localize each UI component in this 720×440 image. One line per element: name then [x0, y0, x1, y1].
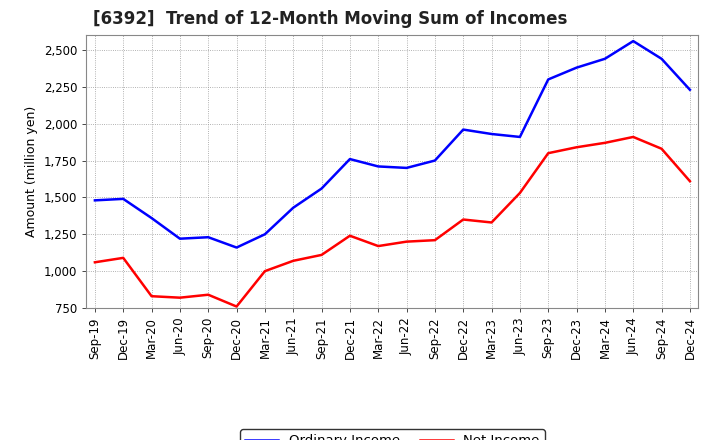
Ordinary Income — [374, 164, 382, 169]
Net Income — [572, 145, 581, 150]
Ordinary Income — [261, 231, 269, 237]
Ordinary Income — [685, 87, 694, 92]
Net Income — [204, 292, 212, 297]
Net Income — [402, 239, 411, 244]
Ordinary Income — [119, 196, 127, 202]
Net Income — [119, 255, 127, 260]
Net Income — [685, 179, 694, 184]
Net Income — [289, 258, 297, 264]
Net Income — [431, 238, 439, 243]
Net Income — [91, 260, 99, 265]
Y-axis label: Amount (million yen): Amount (million yen) — [25, 106, 38, 237]
Ordinary Income — [516, 134, 524, 139]
Ordinary Income — [346, 157, 354, 162]
Net Income — [657, 146, 666, 151]
Ordinary Income — [657, 56, 666, 62]
Net Income — [176, 295, 184, 301]
Ordinary Income — [318, 186, 326, 191]
Net Income — [600, 140, 609, 146]
Ordinary Income — [600, 56, 609, 62]
Legend: Ordinary Income, Net Income: Ordinary Income, Net Income — [240, 429, 545, 440]
Ordinary Income — [91, 198, 99, 203]
Net Income — [629, 134, 637, 139]
Ordinary Income — [204, 235, 212, 240]
Net Income — [233, 304, 241, 309]
Net Income — [374, 243, 382, 249]
Ordinary Income — [629, 38, 637, 44]
Ordinary Income — [459, 127, 467, 132]
Line: Net Income: Net Income — [95, 137, 690, 307]
Ordinary Income — [572, 65, 581, 70]
Net Income — [148, 293, 156, 299]
Net Income — [346, 233, 354, 238]
Ordinary Income — [289, 205, 297, 210]
Net Income — [318, 252, 326, 257]
Ordinary Income — [233, 245, 241, 250]
Line: Ordinary Income: Ordinary Income — [95, 41, 690, 248]
Net Income — [544, 150, 552, 156]
Ordinary Income — [544, 77, 552, 82]
Net Income — [261, 268, 269, 274]
Text: [6392]  Trend of 12-Month Moving Sum of Incomes: [6392] Trend of 12-Month Moving Sum of I… — [92, 10, 567, 28]
Net Income — [516, 191, 524, 196]
Ordinary Income — [487, 132, 496, 137]
Net Income — [459, 217, 467, 222]
Ordinary Income — [431, 158, 439, 163]
Ordinary Income — [176, 236, 184, 241]
Ordinary Income — [402, 165, 411, 171]
Net Income — [487, 220, 496, 225]
Ordinary Income — [148, 216, 156, 221]
